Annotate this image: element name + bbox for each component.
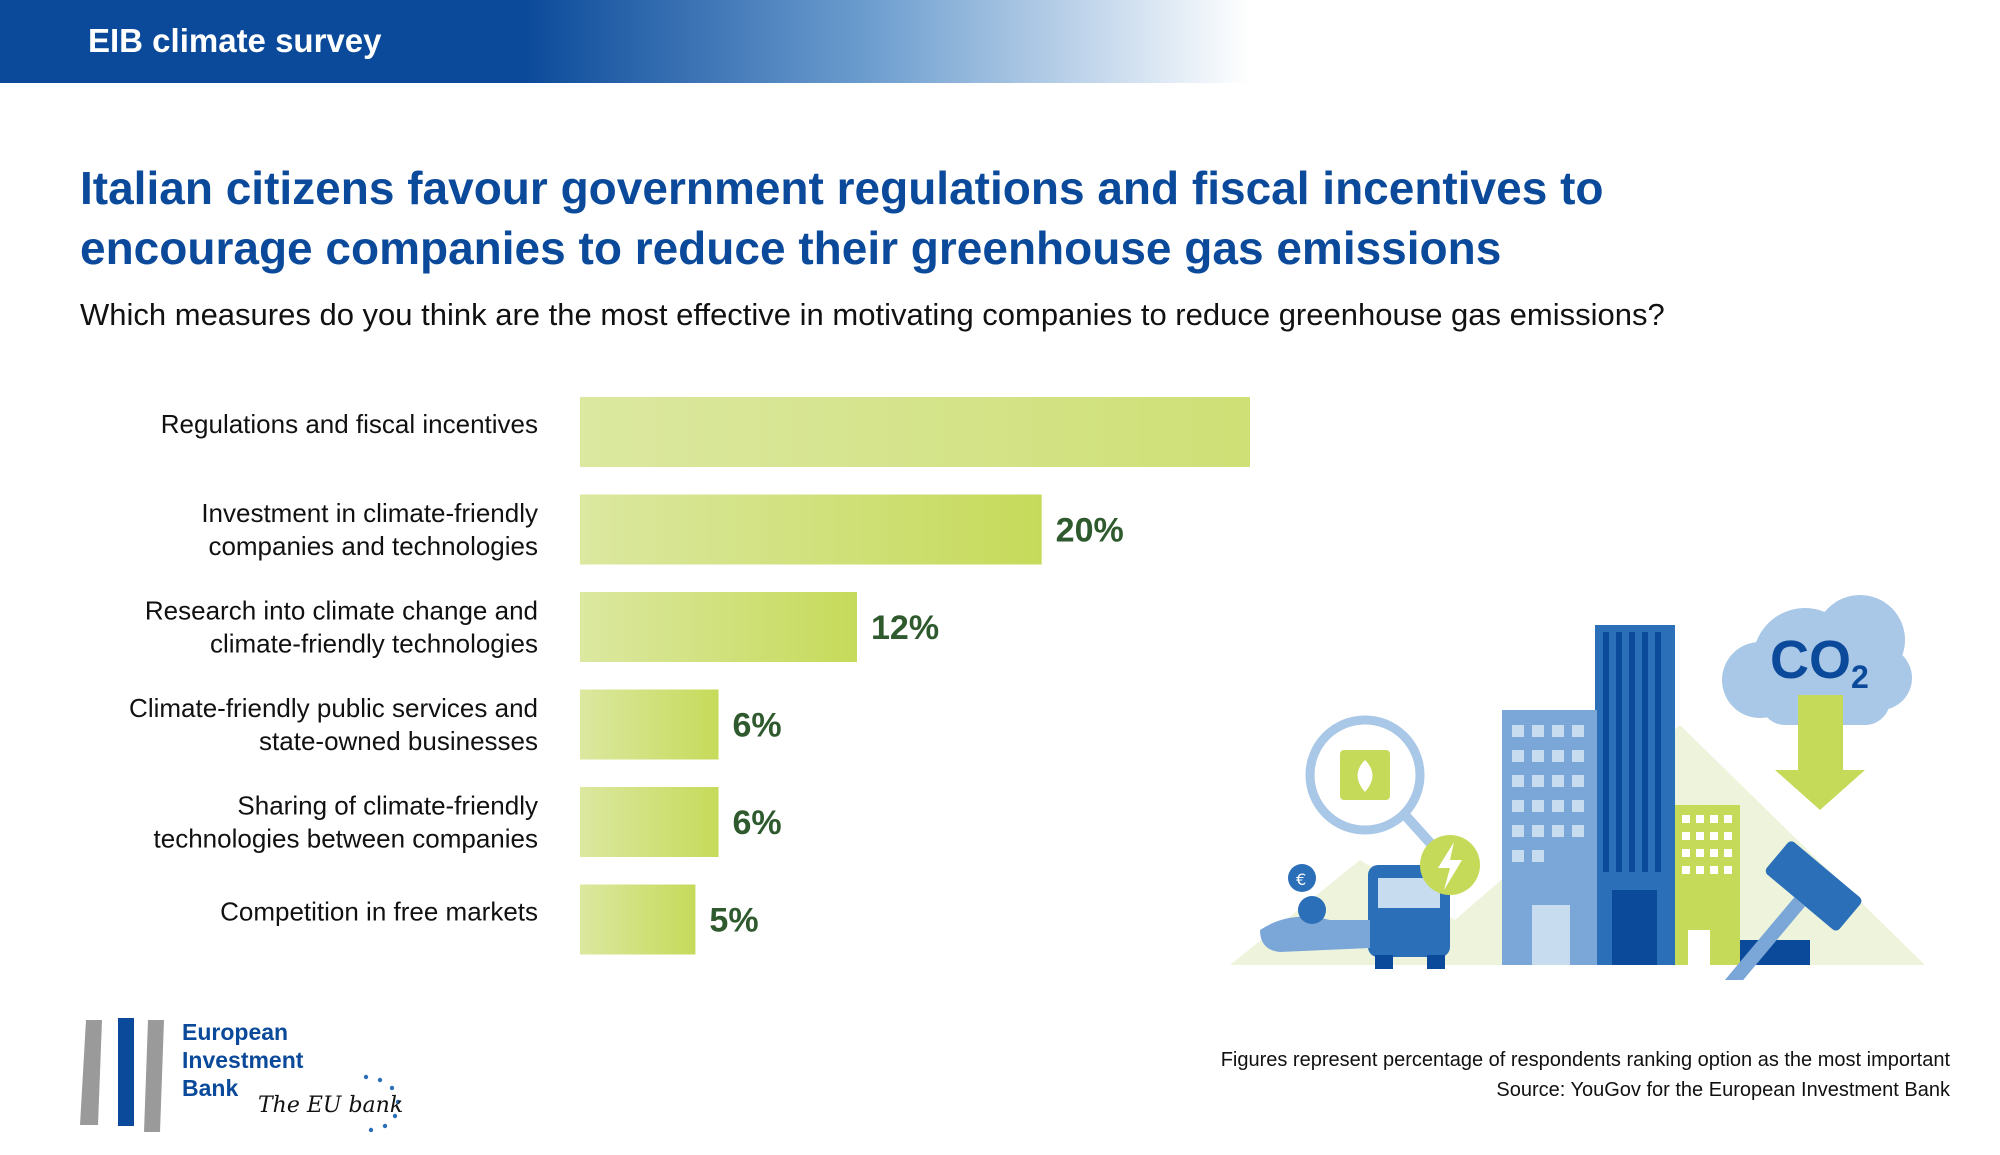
bar [580, 787, 719, 857]
green-building [1675, 805, 1740, 965]
logo-wordmark: European Investment Bank [182, 1018, 303, 1102]
category-label: Regulations and fiscal incentives [161, 409, 538, 439]
category-label: Investment in climate-friendly [201, 498, 538, 528]
category-label: Sharing of climate-friendly [237, 791, 538, 821]
co2-label: CO [1770, 630, 1851, 690]
category-label: technologies between companies [154, 824, 538, 854]
logo-bar-right [144, 1020, 164, 1132]
header-band: EIB climate survey [0, 0, 1250, 83]
bar-value-label: 5% [709, 902, 758, 940]
bar [580, 689, 719, 760]
bar [580, 397, 1250, 467]
logo-line: European [182, 1019, 289, 1045]
co2-subscript: 2 [1851, 659, 1869, 695]
logo-line: Bank [182, 1075, 239, 1101]
category-label: Competition in free markets [220, 897, 538, 927]
bar [580, 494, 1042, 565]
lightning-icon [1420, 835, 1480, 895]
svg-text:CO2: CO2 [1770, 630, 1869, 695]
co2-cloud-icon: CO2 [1722, 595, 1912, 725]
bus-icon [1368, 865, 1450, 969]
bar-value-label: 6% [733, 707, 782, 745]
bar [580, 592, 857, 662]
category-label: companies and technologies [208, 531, 538, 561]
logo-bar-left [80, 1020, 102, 1125]
bar [580, 884, 696, 955]
office-building [1502, 710, 1597, 965]
footnote-note: Figures represent percentage of responde… [1220, 1049, 1950, 1071]
bar-value-label: 20% [1056, 512, 1124, 550]
euro-symbol: € [1296, 870, 1306, 889]
eu-stars-icon [363, 1074, 401, 1133]
category-label: climate-friendly technologies [210, 629, 538, 659]
logo-line: Investment [182, 1047, 304, 1073]
city-climate-illustration: CO2 [1230, 595, 1925, 980]
chart-title: Italian citizens favour government regul… [80, 162, 1604, 274]
hand-with-coins-icon: € [1260, 864, 1370, 952]
footnote-source: Source: YouGov for the European Investme… [1496, 1079, 1950, 1101]
chart-subtitle: Which measures do you think are the most… [80, 297, 1665, 332]
bar-chart: 48%Regulations and fiscal incentives20%I… [129, 397, 1250, 955]
category-label: Climate-friendly public services and [129, 693, 538, 723]
gavel-icon [1723, 841, 1862, 980]
eib-logo [80, 1018, 401, 1133]
footnote: Figures represent percentage of responde… [1221, 1045, 1950, 1105]
bar-value-label: 12% [871, 609, 939, 647]
header-label: EIB climate survey [88, 22, 382, 59]
logo-bar-middle [118, 1018, 134, 1126]
bar-value-label: 6% [733, 804, 782, 842]
down-arrow-icon [1775, 695, 1865, 810]
category-label: state-owned businesses [259, 726, 538, 756]
category-label: Research into climate change and [145, 596, 538, 626]
logo-tagline: The EU bank [258, 1093, 404, 1118]
tall-tower-building [1595, 625, 1675, 965]
magnifier-chip-icon [1305, 715, 1436, 849]
